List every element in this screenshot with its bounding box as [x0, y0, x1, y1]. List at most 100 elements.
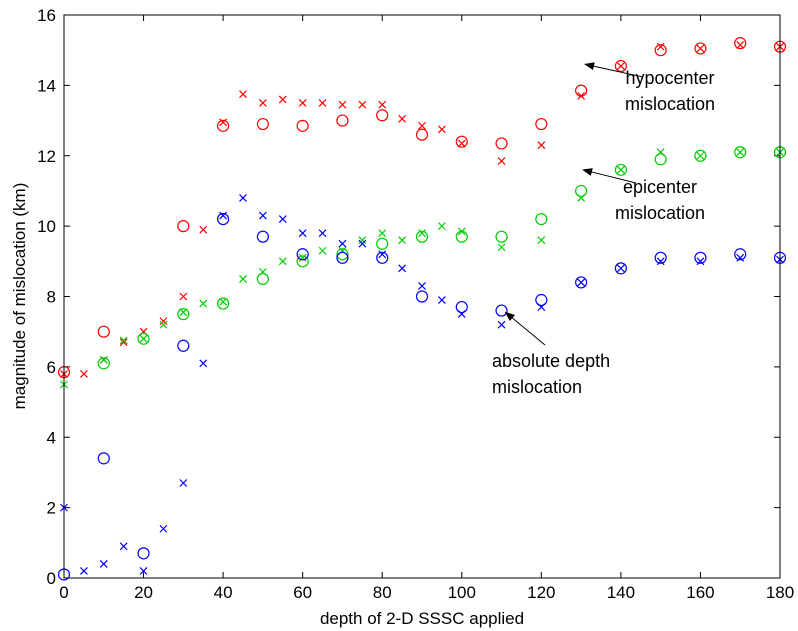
annotation-text: epicenter [623, 177, 697, 197]
series-circle [57, 37, 787, 379]
data-point-x [139, 334, 148, 343]
data-point-circle [495, 304, 508, 317]
data-point-circle [137, 547, 150, 560]
series-circle [97, 146, 787, 370]
data-point-circle [575, 184, 588, 198]
data-point-x [577, 92, 586, 100]
data-point-circle [694, 149, 707, 162]
data-point-x [219, 297, 228, 306]
y-tick-label: 16 [37, 6, 56, 25]
data-point-circle [177, 307, 190, 321]
data-point-circle [694, 42, 707, 55]
data-point-x [616, 264, 625, 273]
data-point-circle [336, 251, 349, 264]
annotation-arrow [504, 311, 546, 346]
data-point-x [437, 222, 446, 231]
data-point-circle [575, 276, 588, 289]
data-point-x [258, 99, 267, 107]
data-point-circle [376, 251, 389, 264]
data-point-circle [614, 59, 627, 73]
x-axis-label: depth of 2-D SSSC applied [320, 609, 524, 628]
data-point-circle [296, 119, 309, 132]
data-point-x [278, 215, 287, 224]
x-tick-label: 160 [686, 583, 714, 602]
data-point-x [457, 139, 466, 148]
data-point-circle [256, 230, 269, 243]
y-tick-label: 14 [37, 76, 56, 95]
x-tick-label: 120 [527, 583, 555, 602]
data-point-circle [256, 117, 269, 131]
data-point-x [378, 250, 387, 259]
data-point-x [119, 336, 128, 345]
data-point-circle [415, 290, 429, 303]
data-point-x [656, 257, 665, 266]
data-point-circle [455, 300, 468, 314]
y-tick-label: 6 [47, 358, 56, 377]
data-point-circle [296, 255, 309, 268]
data-point-circle [177, 220, 190, 233]
data-point-x [179, 308, 188, 317]
data-point-circle [415, 230, 429, 243]
data-point-circle [97, 452, 110, 465]
data-point-x [119, 338, 128, 347]
data-point-x [219, 118, 228, 127]
y-tick-label: 2 [47, 499, 56, 518]
x-tick-label: 40 [214, 583, 233, 602]
annotation-text: mislocation [492, 377, 582, 397]
data-point-x [437, 125, 446, 134]
data-point-x [457, 227, 466, 236]
y-tick-label: 12 [37, 147, 56, 166]
data-point-x [437, 296, 446, 304]
x-tick-label: 80 [373, 583, 392, 602]
data-points [57, 37, 787, 581]
data-point-x [79, 369, 88, 378]
data-point-x [457, 310, 466, 319]
data-point-x [616, 62, 625, 70]
annotation-text: hypocenter [625, 68, 714, 88]
annotation-text: absolute depth [492, 351, 610, 371]
data-point-x [318, 229, 327, 238]
data-point-x [139, 567, 148, 575]
data-point-x [199, 225, 208, 234]
data-point-circle [376, 237, 389, 250]
data-point-x [258, 267, 267, 276]
y-tick-label: 0 [47, 569, 56, 588]
x-tick-label: 60 [293, 583, 312, 602]
data-point-circle [376, 109, 389, 122]
data-point-x [358, 100, 367, 109]
data-point-circle [654, 251, 667, 264]
data-point-x [537, 141, 546, 150]
data-point-circle [734, 37, 747, 50]
data-point-circle [694, 251, 707, 264]
data-point-x [696, 44, 705, 53]
annotation-text: mislocation [615, 203, 705, 223]
data-point-x [298, 99, 307, 107]
data-point-circle [535, 117, 548, 131]
data-point-x [418, 282, 426, 290]
data-point-x [338, 239, 347, 248]
data-point-x [497, 320, 506, 329]
data-point-x [119, 542, 128, 551]
data-point-circle [734, 146, 747, 159]
annotation: epicenter mislocation [582, 168, 705, 223]
annotation: absolute depth mislocation [492, 311, 610, 397]
series-circle [57, 212, 787, 581]
data-point-x [497, 157, 506, 165]
data-point-circle [535, 212, 548, 226]
data-point-x [696, 151, 705, 160]
data-point-x [338, 100, 347, 109]
data-point-x [318, 246, 327, 255]
data-point-x [398, 236, 407, 245]
data-point-x [358, 239, 367, 248]
data-point-x [537, 303, 546, 311]
x-tick-label: 20 [134, 583, 153, 602]
data-point-x [99, 355, 108, 364]
data-point-circle [654, 44, 667, 57]
data-point-x [278, 257, 287, 266]
annotation-text: mislocation [625, 94, 715, 114]
data-point-x [656, 148, 665, 157]
data-point-x [318, 99, 327, 107]
data-point-x [239, 194, 247, 202]
data-point-x [79, 567, 88, 575]
